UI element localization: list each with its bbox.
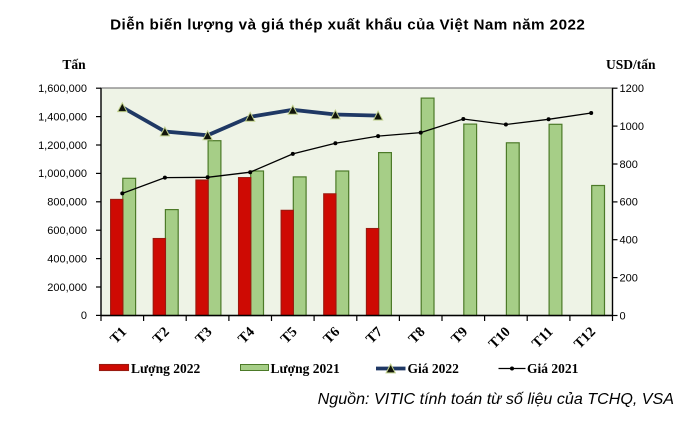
svg-text:800: 800 <box>620 159 638 171</box>
svg-text:1,000,000: 1,000,000 <box>38 168 87 180</box>
svg-text:Tấn: Tấn <box>62 57 86 72</box>
svg-text:1,600,000: 1,600,000 <box>38 83 87 95</box>
svg-text:Lượng 2022: Lượng 2022 <box>131 361 200 376</box>
svg-text:600,000: 600,000 <box>47 225 87 237</box>
svg-text:Diễn biến lượng và giá thép xu: Diễn biến lượng và giá thép xuất khẩu củ… <box>110 16 585 33</box>
svg-text:1,400,000: 1,400,000 <box>38 111 87 123</box>
svg-text:0: 0 <box>620 310 626 322</box>
svg-text:1,200,000: 1,200,000 <box>38 140 87 152</box>
svg-text:400: 400 <box>620 235 638 247</box>
svg-text:1000: 1000 <box>620 121 644 133</box>
svg-text:400,000: 400,000 <box>47 253 87 265</box>
svg-text:Giá 2022: Giá 2022 <box>408 361 460 376</box>
svg-text:800,000: 800,000 <box>47 197 87 209</box>
svg-text:1200: 1200 <box>620 83 644 95</box>
svg-text:0: 0 <box>81 310 87 322</box>
svg-text:Lượng 2021: Lượng 2021 <box>271 361 340 376</box>
svg-text:Giá 2021: Giá 2021 <box>527 361 579 376</box>
svg-text:USD/tấn: USD/tấn <box>606 57 656 72</box>
svg-text:200,000: 200,000 <box>47 282 87 294</box>
svg-text:600: 600 <box>620 197 638 209</box>
svg-text:200: 200 <box>620 272 638 284</box>
svg-text:Nguồn: VITIC tính toán từ số l: Nguồn: VITIC tính toán từ số liệu của TC… <box>318 390 674 408</box>
